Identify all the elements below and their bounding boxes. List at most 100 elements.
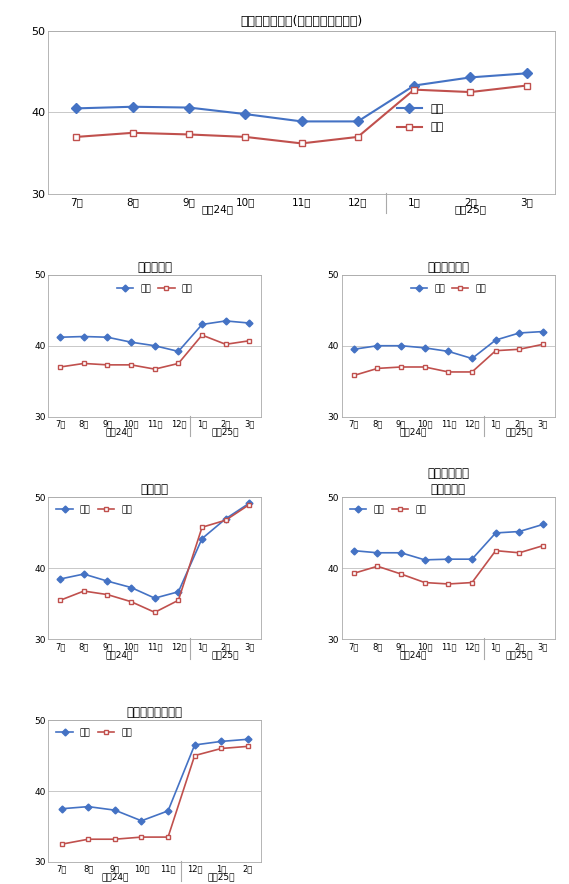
試験 — [398, 568, 405, 579]
試験 — [246, 335, 253, 346]
Legend: 訪問, 試験: 訪問, 試験 — [53, 502, 136, 518]
試験 — [191, 751, 198, 761]
訪問 — [445, 554, 452, 565]
訪問 — [127, 337, 134, 347]
Text: 平成24年: 平成24年 — [399, 427, 427, 436]
訪問 — [516, 328, 523, 339]
Line: 試験: 試験 — [58, 502, 251, 614]
試験 — [199, 522, 205, 532]
Title: 収入の増え方: 収入の増え方 — [427, 261, 469, 274]
試験 — [129, 127, 136, 138]
試験 — [492, 545, 499, 556]
訪問 — [191, 740, 198, 751]
Line: 訪問: 訪問 — [352, 522, 545, 562]
訪問 — [85, 801, 92, 812]
試験 — [421, 362, 428, 372]
訪問 — [175, 586, 182, 597]
Legend: 訪問, 試験: 訪問, 試験 — [113, 281, 196, 297]
訪問 — [398, 547, 405, 558]
Text: 平成24年: 平成24年 — [106, 427, 133, 436]
訪問 — [57, 574, 64, 584]
試験 — [127, 597, 134, 607]
試験 — [57, 362, 64, 372]
Legend: 訪問, 試験: 訪問, 試験 — [53, 725, 136, 741]
試験 — [222, 514, 229, 525]
訪問 — [73, 103, 80, 114]
訪問 — [129, 102, 136, 112]
Title: 資産価値の増え方: 資産価値の増え方 — [127, 706, 183, 719]
訪問 — [199, 319, 205, 330]
試験 — [539, 540, 546, 551]
試験 — [57, 595, 64, 606]
訪問 — [112, 804, 118, 815]
試験 — [151, 364, 158, 375]
Line: 試験: 試験 — [58, 332, 251, 371]
Title: 耐久消費財の
買い時判断: 耐久消費財の 買い時判断 — [427, 468, 469, 496]
試験 — [164, 832, 171, 842]
訪問 — [421, 554, 428, 565]
試験 — [138, 832, 145, 842]
訪問 — [539, 326, 546, 337]
試験 — [516, 547, 523, 558]
訪問 — [58, 804, 65, 814]
Legend: 訪問, 試験: 訪問, 試験 — [407, 281, 490, 297]
訪問 — [151, 340, 158, 351]
Text: 平成24年: 平成24年 — [106, 650, 133, 659]
Text: 平成25年: 平成25年 — [506, 650, 533, 659]
Text: 平成24年: 平成24年 — [101, 873, 129, 881]
訪問 — [298, 116, 305, 126]
試験 — [516, 344, 523, 354]
訪問 — [445, 347, 452, 357]
訪問 — [467, 72, 474, 83]
Line: 訪問: 訪問 — [58, 318, 251, 354]
試験 — [185, 129, 192, 140]
訪問 — [492, 528, 499, 538]
訪問 — [218, 736, 225, 747]
試験 — [469, 577, 476, 588]
訪問 — [351, 344, 357, 354]
試験 — [112, 834, 118, 844]
訪問 — [151, 593, 158, 604]
試験 — [73, 132, 80, 142]
試験 — [127, 360, 134, 370]
試験 — [85, 834, 92, 844]
Text: 平成25年: 平成25年 — [212, 427, 240, 436]
訪問 — [523, 68, 530, 79]
試験 — [104, 590, 111, 600]
試験 — [175, 595, 182, 606]
Title: 暮らし向き: 暮らし向き — [137, 261, 172, 274]
Line: 訪問: 訪問 — [59, 737, 250, 823]
試験 — [351, 568, 357, 579]
Line: 試験: 試験 — [73, 82, 530, 147]
訪問 — [80, 332, 87, 342]
試験 — [104, 360, 111, 370]
試験 — [445, 367, 452, 377]
Line: 訪問: 訪問 — [58, 500, 251, 600]
Line: 訪問: 訪問 — [352, 329, 545, 361]
試験 — [354, 132, 361, 142]
訪問 — [127, 583, 134, 593]
訪問 — [398, 340, 405, 351]
試験 — [398, 362, 405, 372]
訪問 — [164, 805, 171, 816]
訪問 — [469, 354, 476, 364]
試験 — [242, 132, 249, 142]
試験 — [469, 367, 476, 377]
訪問 — [138, 815, 145, 826]
試験 — [539, 339, 546, 349]
Line: 試験: 試験 — [352, 544, 545, 586]
試験 — [80, 586, 87, 597]
Text: 平成24年: 平成24年 — [201, 204, 233, 215]
訪問 — [80, 568, 87, 579]
訪問 — [411, 80, 418, 91]
試験 — [374, 363, 381, 374]
試験 — [351, 370, 357, 381]
訪問 — [104, 332, 111, 342]
訪問 — [539, 519, 546, 530]
試験 — [523, 80, 530, 91]
試験 — [58, 839, 65, 850]
Text: 平成25年: 平成25年 — [455, 204, 486, 215]
試験 — [245, 741, 251, 751]
訪問 — [374, 547, 381, 558]
訪問 — [57, 332, 64, 342]
